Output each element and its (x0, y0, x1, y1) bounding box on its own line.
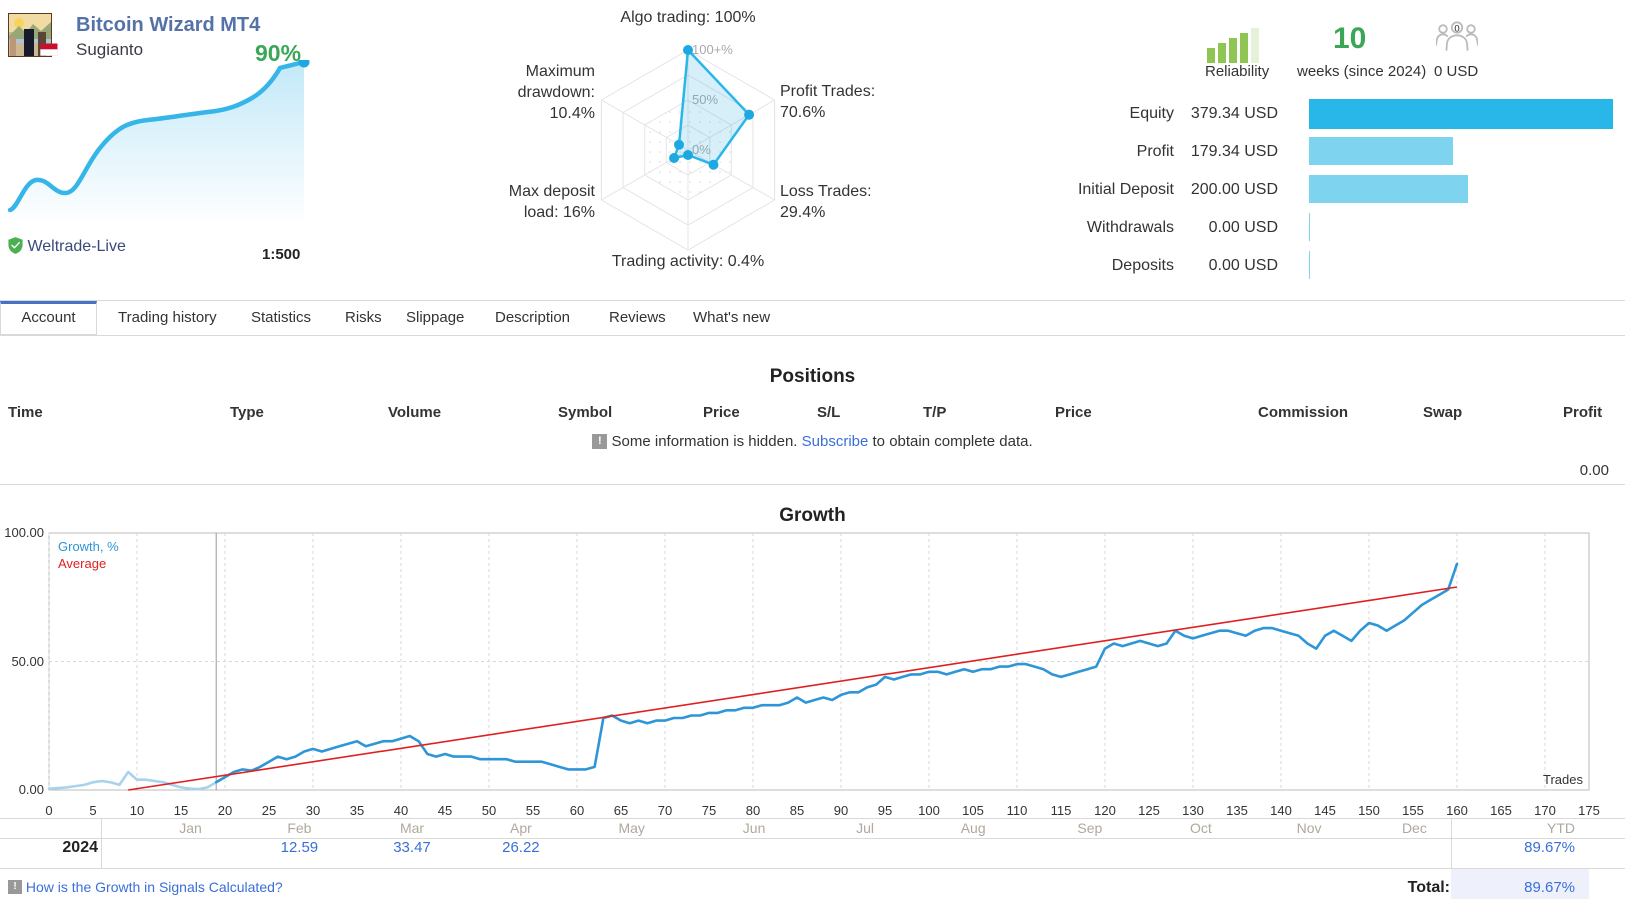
svg-text:Trades: Trades (1543, 772, 1583, 787)
svg-text:100.00: 100.00 (4, 525, 44, 540)
svg-text:Average: Average (58, 556, 106, 571)
svg-text:0.00: 0.00 (19, 782, 44, 797)
svg-text:Growth, %: Growth, % (58, 539, 119, 554)
svg-text:50.00: 50.00 (11, 654, 44, 669)
